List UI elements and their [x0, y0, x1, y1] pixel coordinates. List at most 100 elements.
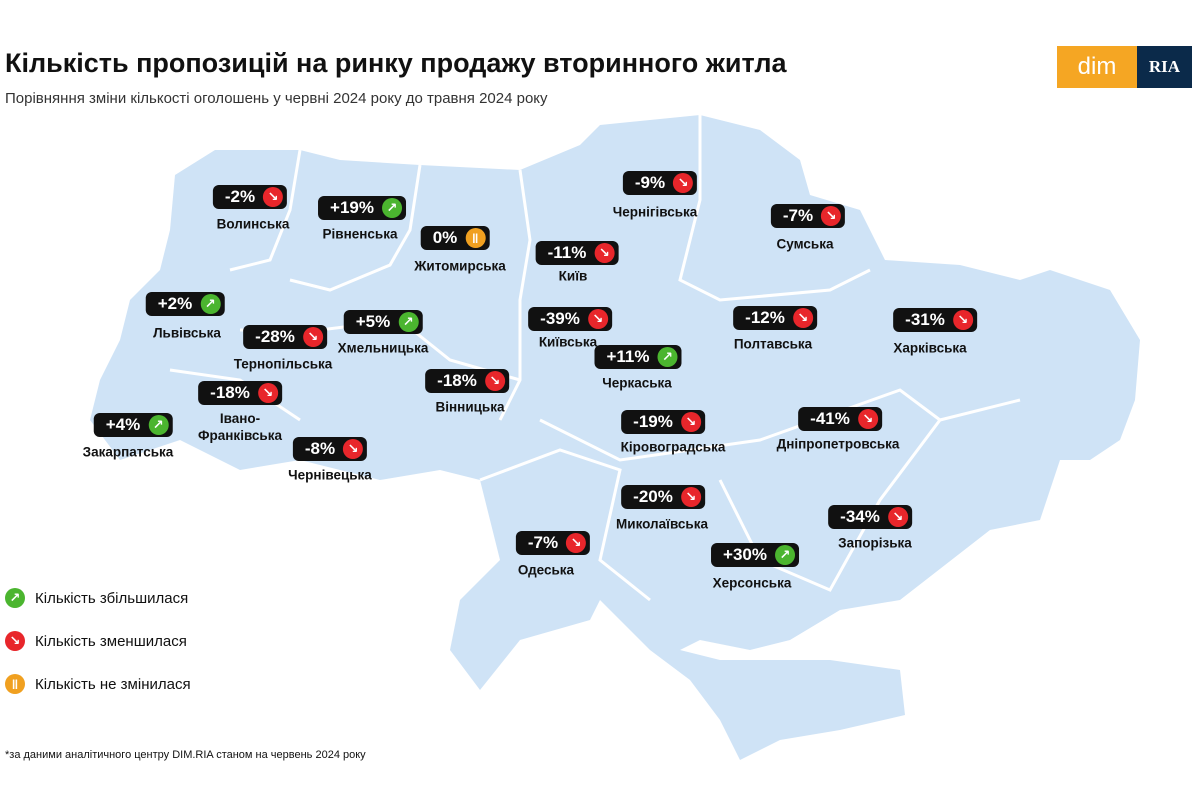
region-name: Житомирська [414, 258, 506, 274]
legend-item: ↘ Кількість зменшилася [5, 631, 187, 651]
trend-icon: ↘ [594, 243, 615, 263]
region-name: Запорізька [838, 535, 912, 551]
change-badge: -28% ↘ [243, 325, 327, 349]
legend-label: Кількість зменшилася [35, 632, 187, 650]
logo-dim: dim [1057, 46, 1137, 88]
legend-icon: ↘ [5, 631, 25, 651]
trend-icon: ↗ [657, 347, 678, 367]
region-name: Херсонська [712, 575, 792, 591]
change-badge: -41% ↘ [798, 407, 882, 431]
change-badge: -34% ↘ [828, 505, 912, 529]
change-value: -8% [304, 439, 336, 458]
region-name: Дніпропетровська [776, 436, 900, 452]
change-value: -31% [905, 310, 945, 329]
legend-icon: ↗ [5, 588, 25, 608]
trend-icon: ↗ [148, 415, 169, 435]
change-badge: +5% ↗ [343, 310, 423, 334]
change-value: +19% [330, 198, 374, 217]
change-value: 0% [432, 228, 458, 247]
change-value: -7% [527, 533, 559, 552]
change-value: -34% [840, 507, 880, 526]
change-value: +30% [723, 545, 767, 564]
trend-icon: ↗ [774, 545, 795, 565]
trend-icon: ↘ [792, 308, 813, 328]
region-name: Полтавська [733, 336, 813, 352]
region-name: Миколаївська [616, 516, 708, 532]
region-name: Одеська [517, 562, 575, 578]
region-name: Львівська [153, 325, 221, 341]
change-badge: +19% ↗ [318, 196, 406, 220]
trend-icon: ↗ [398, 312, 419, 332]
title: Кількість пропозицій на ринку продажу вт… [5, 48, 787, 78]
trend-icon: ↘ [680, 487, 701, 507]
trend-icon: ↘ [343, 439, 364, 459]
change-value: +2% [157, 294, 193, 313]
change-badge: -9% ↘ [622, 171, 698, 195]
region-name: Чернігівська [612, 204, 698, 220]
region-name: Тернопільська [233, 356, 333, 372]
change-value: -28% [255, 327, 295, 346]
change-value: -18% [210, 383, 250, 402]
change-value: +5% [355, 312, 391, 331]
change-value: -19% [633, 412, 673, 431]
change-badge: -19% ↘ [621, 410, 705, 434]
change-badge: -39% ↘ [528, 307, 612, 331]
change-value: -12% [745, 308, 785, 327]
region-name: Кіровоградська [620, 439, 726, 455]
change-badge: +30% ↗ [711, 543, 799, 567]
region-name: Закарпатська [82, 444, 174, 460]
logo: dim RIA [1057, 46, 1192, 88]
trend-icon: ↘ [821, 206, 842, 226]
legend-label: Кількість збільшилася [35, 589, 189, 607]
legend-label: Кількість не змінилася [35, 675, 191, 693]
trend-icon: ↘ [952, 310, 973, 330]
change-badge: -7% ↘ [770, 204, 846, 228]
region-name: Сумська [776, 236, 834, 252]
logo-ria: RIA [1137, 46, 1192, 88]
trend-icon: ↘ [857, 409, 878, 429]
region-name: Волинська [216, 216, 290, 232]
change-badge: +2% ↗ [145, 292, 225, 316]
change-badge: -2% ↘ [212, 185, 288, 209]
change-value: -39% [540, 309, 580, 328]
change-badge: -11% ↘ [535, 241, 619, 265]
change-value: -9% [634, 173, 666, 192]
legend-item: ↗ Кількість збільшилася [5, 588, 188, 608]
trend-icon: ↗ [381, 198, 402, 218]
change-value: -7% [782, 206, 814, 225]
trend-icon: ↘ [257, 383, 278, 403]
region-name: Хмельницька [337, 340, 429, 356]
region-name: Чернівецька [288, 467, 372, 483]
trend-icon: ↘ [680, 412, 701, 432]
trend-icon: ↘ [887, 507, 908, 527]
trend-icon: ǁ [465, 228, 486, 248]
change-value: +4% [105, 415, 141, 434]
trend-icon: ↘ [484, 371, 505, 391]
region-name: Київ [558, 268, 588, 284]
change-badge: -8% ↘ [292, 437, 368, 461]
trend-icon: ↘ [302, 327, 323, 347]
trend-icon: ↘ [587, 309, 608, 329]
change-badge: +11% ↗ [594, 345, 682, 369]
change-value: -20% [633, 487, 673, 506]
region-name: Черкаська [602, 375, 672, 391]
trend-icon: ↘ [673, 173, 694, 193]
region-name: Рівненська [322, 226, 398, 242]
footnote: *за даними аналітичного центру DIM.RIA с… [5, 749, 366, 761]
change-value: -2% [224, 187, 256, 206]
change-value: -18% [437, 371, 477, 390]
change-badge: +4% ↗ [93, 413, 173, 437]
change-value: -41% [810, 409, 850, 428]
change-badge: 0% ǁ [420, 226, 490, 250]
region-name: Вінницька [435, 399, 505, 415]
region-name: Київська [538, 334, 598, 350]
change-badge: -18% ↘ [425, 369, 509, 393]
legend-icon: ǁ [5, 674, 25, 694]
region-name: Харківська [893, 340, 967, 356]
change-badge: -7% ↘ [515, 531, 591, 555]
trend-icon: ↘ [566, 533, 587, 553]
change-badge: -18% ↘ [198, 381, 282, 405]
change-badge: -31% ↘ [893, 308, 977, 332]
change-badge: -20% ↘ [621, 485, 705, 509]
